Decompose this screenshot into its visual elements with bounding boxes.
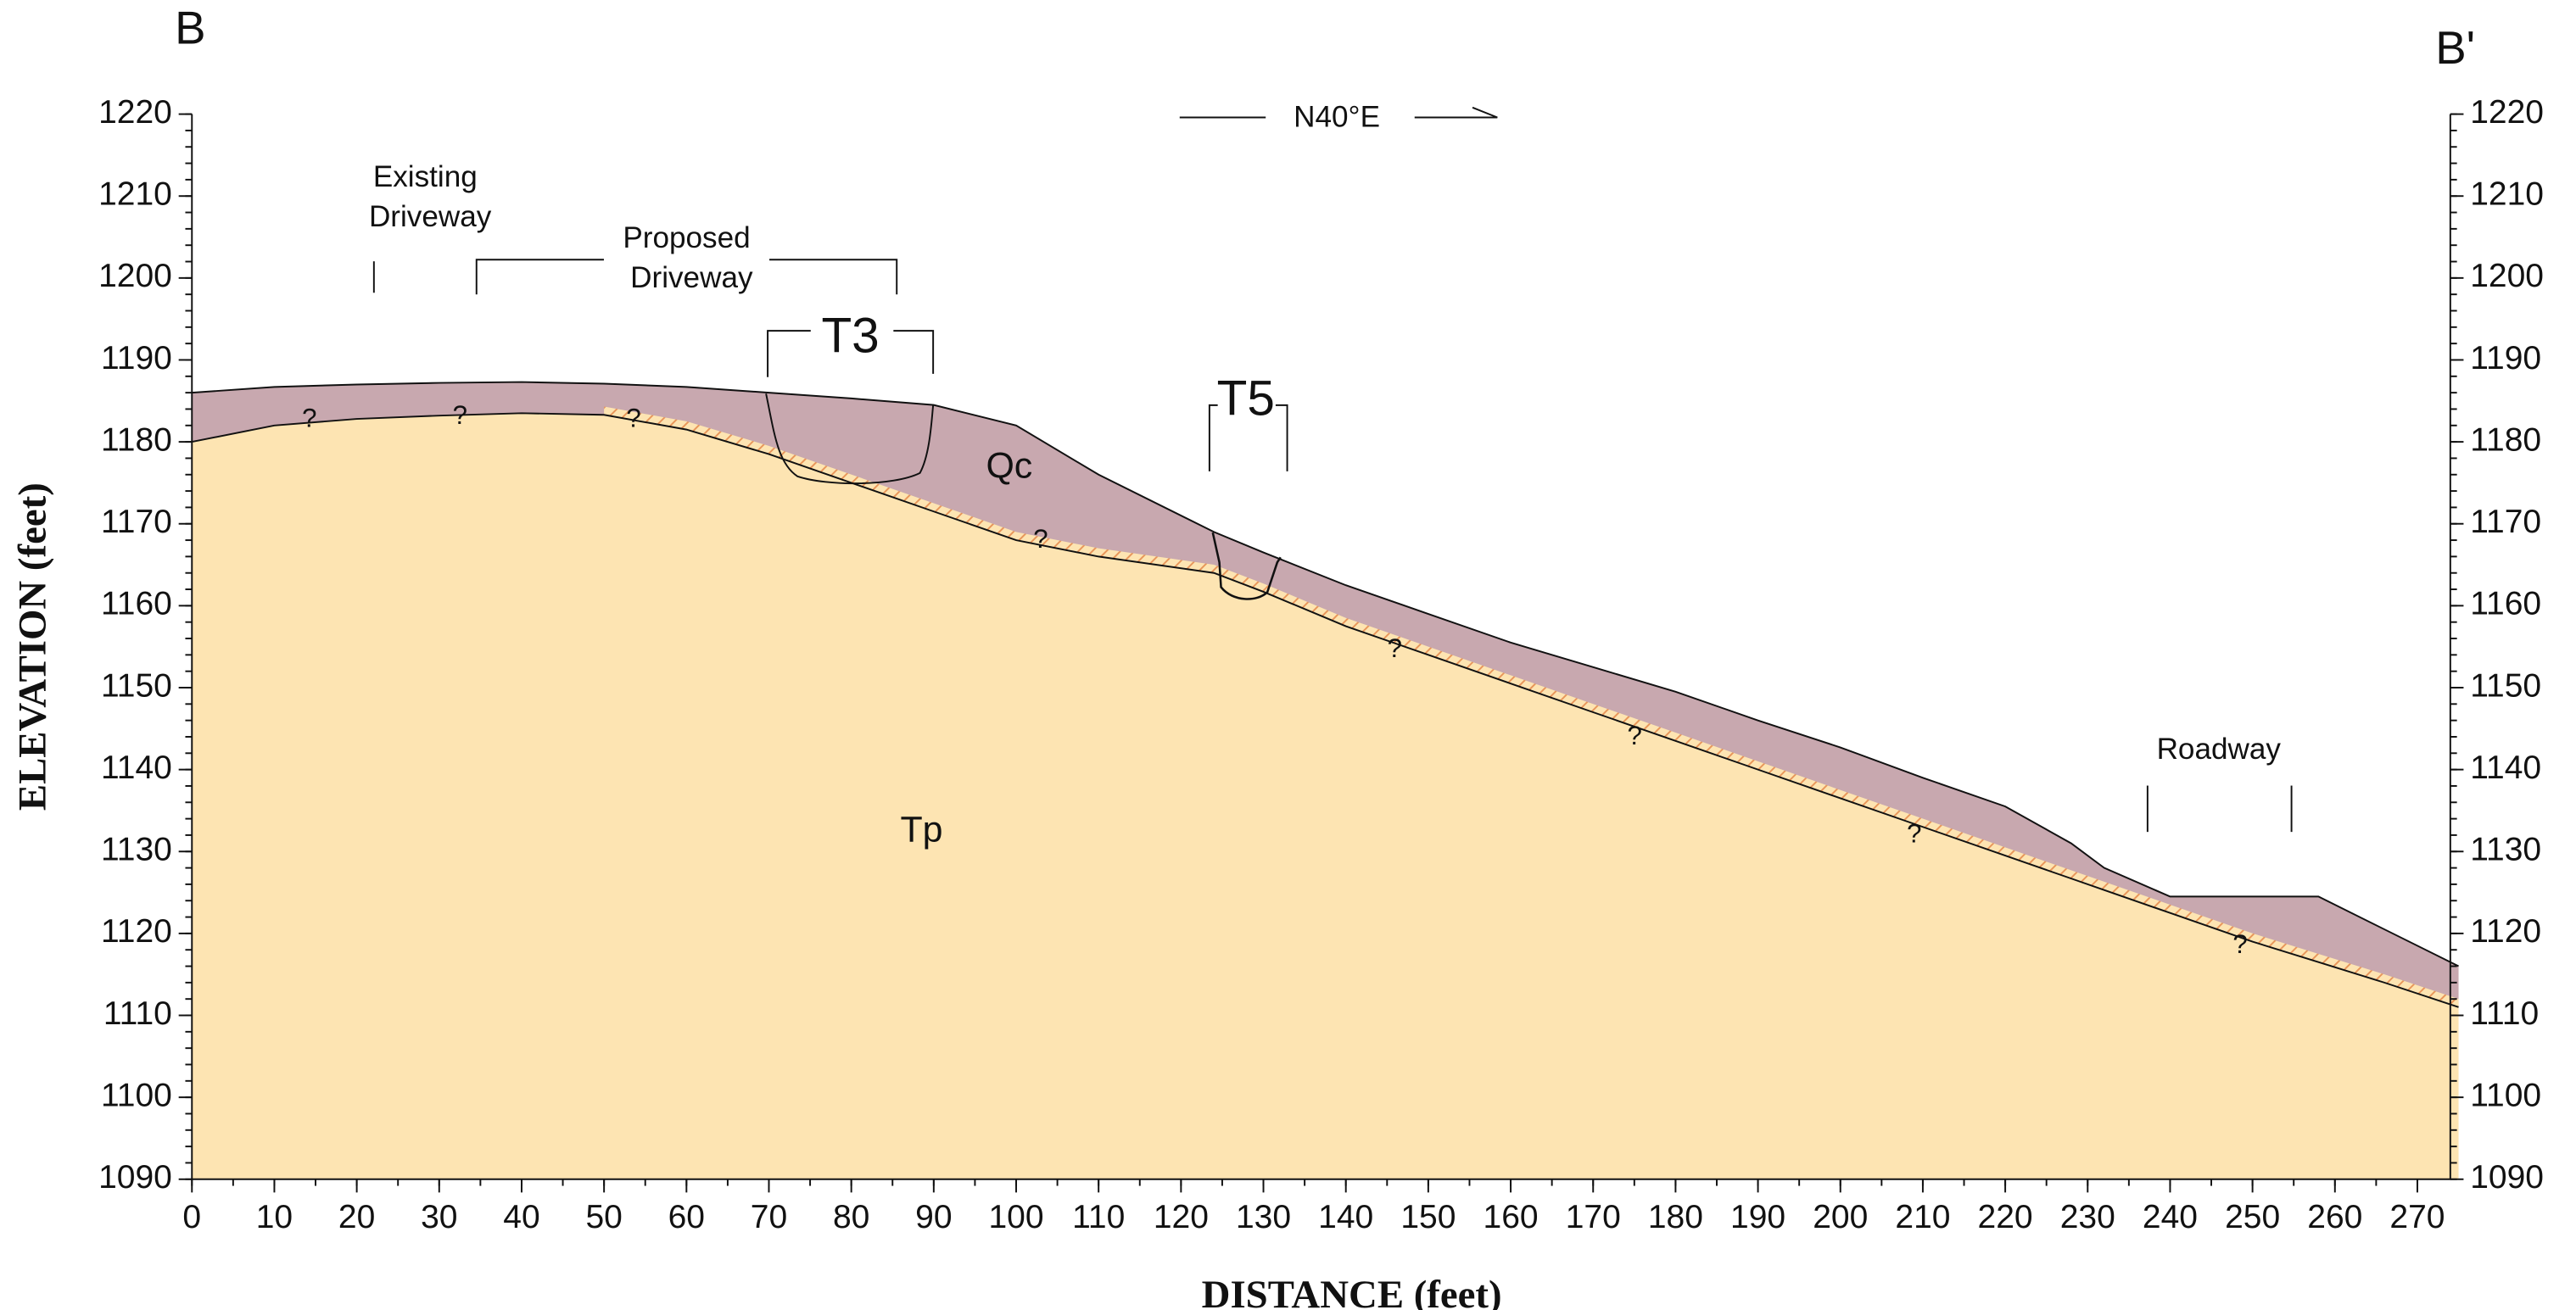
y2-tick-label: 1140 [2470,750,2541,786]
query-mark: ? [2232,929,2247,959]
contact-hatch [604,406,2459,1007]
y2-tick-label: 1100 [2470,1077,2541,1113]
y2-tick-label: 1150 [2470,667,2541,704]
annotation: T5 [1217,371,1275,426]
query-mark: ? [1388,633,1402,663]
x-tick-label: 130 [1236,1199,1291,1235]
x-tick-label: 120 [1154,1199,1209,1235]
y-tick-label: 1140 [101,750,172,786]
y-tick-label: 1120 [101,913,172,950]
y-tick-label: 1150 [101,667,172,704]
query-mark: ? [1628,721,1642,750]
annotation-bracket [769,259,898,295]
trench-outline [765,393,935,485]
x-tick-label: 90 [915,1199,952,1235]
x-tick-label: 70 [751,1199,787,1235]
y-tick-label: 1170 [101,504,172,540]
x-tick-label: 220 [1978,1199,2033,1235]
x-tick-label: 180 [1648,1199,1703,1235]
y2-tick-label: 1210 [2470,176,2544,213]
y-tick-label: 1220 [98,94,172,131]
annotation: Roadway [2157,733,2282,766]
x-tick-label: 270 [2389,1199,2445,1235]
x-tick-label: 20 [338,1199,375,1235]
x-tick-label: 40 [503,1199,539,1235]
x-axis-label: DISTANCE (feet) [1202,1273,1502,1310]
y-tick-label: 1160 [101,586,172,622]
y2-tick-label: 1120 [2470,913,2541,950]
query-mark: ? [1033,524,1048,554]
section-end: B' [2435,22,2475,74]
x-tick-label: 0 [182,1199,201,1235]
y2-tick-label: 1110 [2470,995,2539,1032]
annotation: Driveway [369,200,492,233]
orientation: N40°E [1294,101,1380,134]
y-tick-label: 1210 [98,176,172,213]
annotation: Driveway [630,261,753,294]
query-mark: ? [453,400,467,430]
annotation-bracket [893,330,935,374]
y-tick-label: 1180 [101,421,172,458]
annotation-bracket [1275,404,1288,471]
x-tick-label: 60 [668,1199,705,1235]
annotation: T3 [821,308,879,363]
x-tick-label: 30 [421,1199,457,1235]
x-tick-label: 80 [833,1199,869,1235]
y2-tick-label: 1180 [2470,421,2541,458]
ground-surface [192,381,2459,967]
x-tick-label: 250 [2225,1199,2280,1235]
annotation: Existing [373,160,478,193]
query-mark: ? [302,404,316,433]
x-tick-label: 200 [1813,1199,1868,1235]
y-axis-label: ELEVATION (feet) [11,482,55,811]
x-tick-label: 240 [2143,1199,2198,1235]
contact-line [192,412,2459,1008]
y-tick-label: 1090 [98,1159,172,1196]
x-tick-label: 260 [2307,1199,2362,1235]
y2-tick-label: 1160 [2470,586,2541,622]
section-start: B [175,2,205,53]
x-tick-label: 190 [1730,1199,1785,1235]
annotation-bracket [475,259,604,295]
plot-root: B B' N40°E ELEVATION (feet) DISTANCE (fe… [11,2,2544,1310]
y2-tick-label: 1220 [2470,94,2544,131]
x-tick-label: 110 [1072,1199,1125,1235]
x-tick-label: 230 [2060,1199,2115,1235]
y-tick-label: 1100 [101,1077,172,1113]
y2-tick-label: 1170 [2470,504,2541,540]
y2-tick-label: 1130 [2470,832,2541,868]
y-tick-label: 1200 [98,258,172,294]
x-tick-label: 50 [585,1199,622,1235]
trench-outline [1211,532,1282,600]
y-tick-label: 1130 [101,832,172,868]
annotation-bracket [767,330,811,377]
y-tick-label: 1190 [101,340,172,376]
orientation-arrow [1179,106,1498,119]
y2-tick-label: 1190 [2470,340,2541,376]
x-tick-label: 160 [1484,1199,1539,1235]
x-tick-label: 150 [1400,1199,1456,1235]
x-tick-label: 100 [988,1199,1043,1235]
x-tick-label: 10 [256,1199,293,1235]
axis-line [191,114,2451,1180]
y2-tick-label: 1200 [2470,258,2544,294]
y2-tick-label: 1090 [2470,1159,2544,1196]
y-tick-label: 1110 [103,995,172,1032]
x-tick-label: 140 [1318,1199,1373,1235]
query-mark: ? [626,404,640,433]
unit-label: Tp [900,809,942,850]
x-tick-label: 170 [1566,1199,1621,1235]
tp-unit [192,413,2459,1179]
unit-label: Qc [986,445,1032,486]
annotation: Proposed [623,221,750,254]
annotation-bracket [1208,404,1218,471]
query-mark: ? [1907,818,1921,848]
x-tick-label: 210 [1895,1199,1950,1235]
